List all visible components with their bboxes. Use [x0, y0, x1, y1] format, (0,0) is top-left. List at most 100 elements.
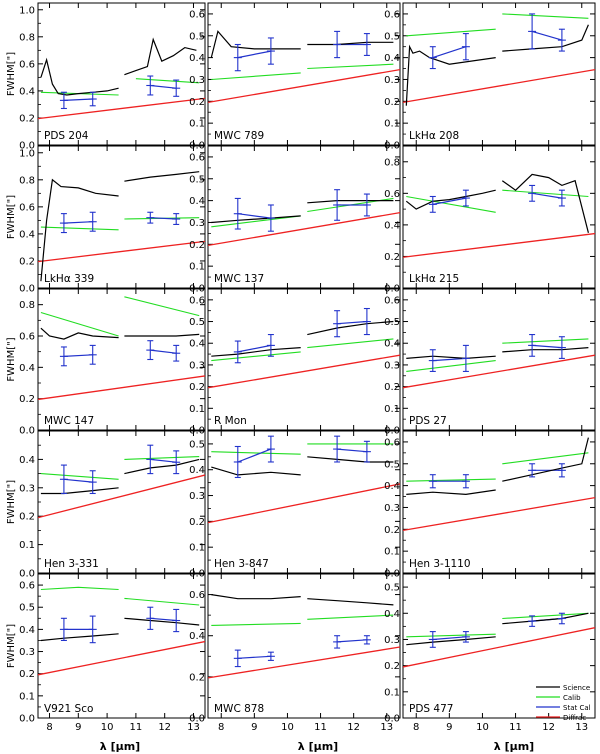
legend-label-science: Science: [563, 684, 590, 692]
panel-frame: [207, 288, 401, 431]
panel-1: 0.0 0.2 0.4 0.6 0.8 1.0 FWHM["] PDS 204: [6, 2, 206, 152]
y-tick-label: 0.1: [19, 691, 35, 702]
calib-line: [211, 351, 301, 362]
calib-line: [502, 612, 589, 620]
calib-line: [502, 13, 589, 19]
science-line: [502, 347, 589, 353]
science-line: [40, 57, 119, 96]
panel-name: LkHα 208: [409, 130, 459, 142]
panel-data: [403, 334, 595, 389]
y-tick-label: 0.6: [189, 152, 205, 163]
calib-line: [135, 78, 200, 84]
science-line: [405, 44, 496, 106]
statcal-line: [337, 320, 367, 325]
statcal-line: [337, 639, 367, 643]
panel-15: 0.0 0.1 0.2 0.3 0.4 0.5 8 9 10 11 12 13 PDS 477: [384, 573, 596, 733]
panel-8: 0.00.10.20.30.40.50.6R Mon: [189, 288, 401, 437]
y-tick-label: 0.5: [384, 459, 400, 470]
y-tick-label: 0.4: [384, 53, 400, 64]
y-axis-title: FWHM["]: [6, 52, 17, 96]
y-tick-label: 0.3: [384, 503, 400, 514]
panel-14: 0.0 0.2 0.4 0.6 8 9 10 11 12 13 MWC 878: [189, 573, 401, 733]
science-line: [406, 489, 496, 496]
x-axis-title-col3: λ [μm]: [494, 740, 534, 753]
science-line: [211, 466, 301, 476]
y-tick-label: 0.6: [384, 189, 400, 200]
science-line: [124, 458, 200, 475]
x-tick-label: 13: [575, 722, 588, 733]
calib-line: [124, 296, 200, 317]
y-tick-label: 0.2: [384, 382, 400, 393]
y-tick-label: 0.6: [19, 581, 35, 592]
y-tick-label: 0.2: [384, 97, 400, 108]
science-line: [40, 178, 119, 282]
calib-line: [40, 586, 119, 591]
panel-data: [208, 189, 400, 247]
y-tick-label: 0.6: [384, 9, 400, 20]
panel-frame: [402, 430, 596, 574]
panel-frame: [37, 145, 206, 289]
calib-line: [124, 456, 200, 460]
y-tick-label: 0.4: [19, 625, 35, 636]
diffraction-line: [208, 211, 400, 247]
calib-line: [406, 478, 496, 482]
y-tick-label: 0.1: [384, 119, 400, 130]
statcal-line: [150, 217, 177, 220]
panel-frame: [207, 430, 401, 574]
science-line: [124, 37, 197, 76]
calib-line: [211, 622, 301, 626]
y-tick-label: 0.2: [189, 517, 205, 528]
y-tick-label: 0.2: [384, 252, 400, 263]
y-tick-label: 0.3: [384, 360, 400, 371]
x-tick-label: 10: [281, 722, 294, 733]
statcal-line: [237, 50, 272, 59]
y-tick-label: 0.0: [19, 284, 35, 295]
y-tick-label: 0.2: [384, 661, 400, 672]
statcal-line: [63, 221, 93, 224]
y-tick-label: 0.6: [384, 295, 400, 306]
diffraction-line: [208, 483, 400, 524]
panel-frame: [37, 573, 206, 719]
y-tick-label: 0.1: [189, 262, 205, 273]
panel-data: [208, 435, 400, 524]
science-line: [124, 617, 200, 626]
science-line: [501, 173, 589, 233]
y-tick-label: 0.5: [384, 317, 400, 328]
y-axis-title: FWHM["]: [6, 195, 17, 239]
legend: Science Calib Stat Cal Diffrac: [536, 684, 591, 722]
panel-10: 0.0 0.1 0.2 0.3 0.4 FWHM["] Hen 3-331: [6, 430, 206, 580]
panel-frame: [402, 573, 596, 719]
x-tick-label: 8: [46, 722, 52, 733]
panel-data: [38, 586, 205, 676]
calib-line: [211, 72, 301, 81]
y-tick-label: 0.8: [384, 157, 400, 168]
y-tick-label: 0.3: [189, 360, 205, 371]
panel-frame: [207, 145, 401, 289]
science-line: [211, 347, 301, 357]
science-line: [502, 24, 589, 52]
y-axis-title: FWHM["]: [6, 624, 17, 668]
y-tick-label: 0.3: [189, 491, 205, 502]
calib-line: [502, 338, 589, 344]
panel-name: MWC 789: [214, 130, 264, 142]
x-axis-title-col2: λ [μm]: [298, 740, 338, 753]
science-line: [124, 171, 200, 182]
panel-data: [403, 437, 595, 532]
y-tick-label: 0.0: [19, 714, 35, 725]
y-tick-label: 0.0: [384, 714, 400, 725]
y-tick-label: 0.1: [384, 687, 400, 698]
science-line: [502, 612, 589, 625]
panel-name: MWC 147: [44, 415, 94, 427]
y-axis-title: FWHM["]: [6, 337, 17, 381]
x-tick-label: 13: [187, 722, 200, 733]
calib-line: [124, 597, 200, 606]
calib-line: [307, 338, 394, 349]
panel-frame: [207, 573, 401, 719]
calib-line: [40, 311, 119, 337]
panel-4: 0.0 0.2 0.4 0.6 0.8 1.0 FWHM["] LkHα 339: [6, 145, 206, 295]
x-tick-label: 8: [413, 722, 419, 733]
x-tick-label: 8: [218, 722, 224, 733]
panel-frame: [37, 2, 206, 146]
diffraction-line: [38, 640, 205, 676]
science-line: [124, 333, 200, 337]
